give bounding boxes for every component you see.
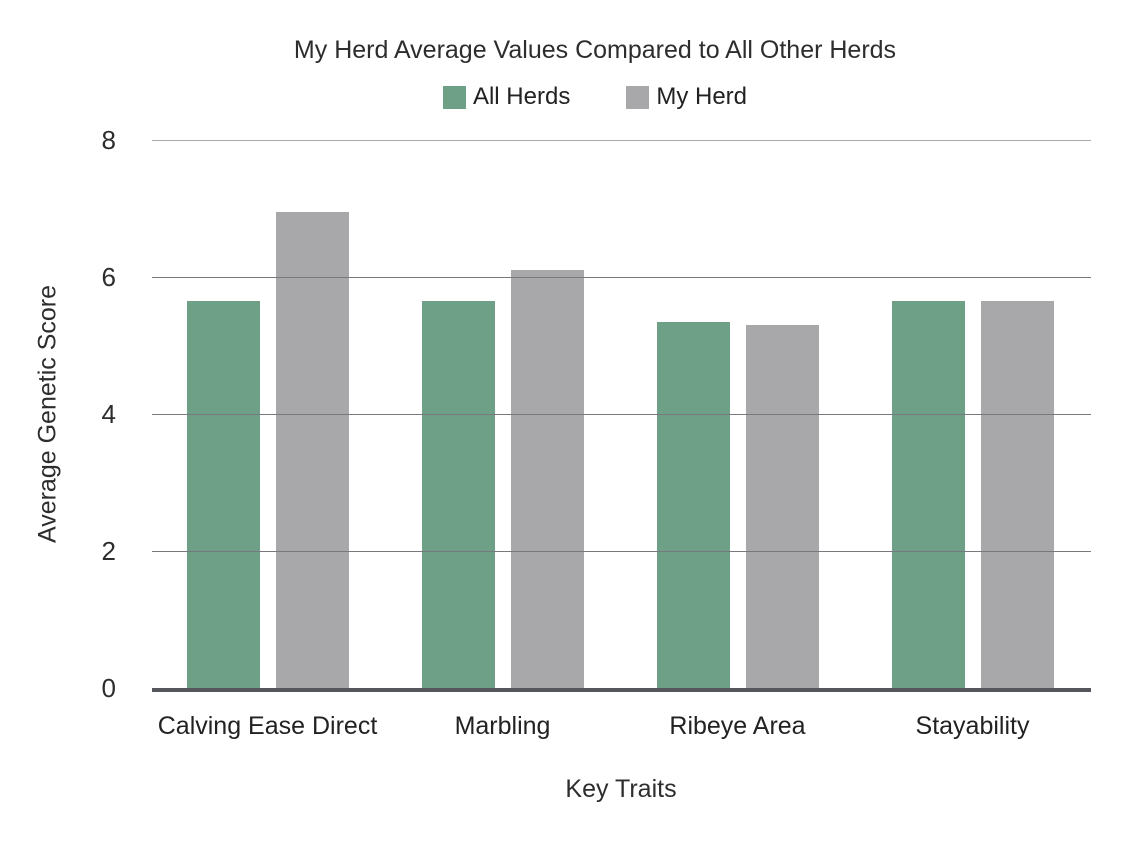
- x-label-ribeye-area: Ribeye Area: [669, 712, 806, 740]
- bar-all-herds-calving-ease-direct: [186, 300, 260, 688]
- y-tick-label: 8: [101, 125, 116, 155]
- legend-label: All Herds: [472, 83, 571, 110]
- y-tick-label: 4: [101, 399, 116, 429]
- x-label-calving-ease-direct: Calving Ease Direct: [157, 712, 378, 740]
- bar-all-herds-stayability: [891, 300, 965, 688]
- gridline-y-2: [152, 551, 1091, 552]
- bar-my-herd-marbling: [510, 270, 584, 688]
- bar-my-herd-calving-ease-direct: [275, 211, 349, 688]
- legend: All Herds My Herd: [50, 85, 1140, 109]
- legend-label: My Herd: [656, 83, 748, 110]
- chart-title: My Herd Average Values Compared to All O…: [293, 36, 897, 64]
- bar-all-herds-ribeye-area: [656, 321, 730, 688]
- x-label-stayability: Stayability: [915, 712, 1030, 740]
- plot-area: [152, 140, 1091, 692]
- y-tick-label: 6: [101, 262, 116, 292]
- bar-my-herd-stayability: [980, 300, 1054, 688]
- legend-item-my-herd: My Herd: [626, 85, 747, 109]
- y-axis-title: Average Genetic Score: [33, 284, 62, 544]
- gridline-y-6: [152, 277, 1091, 278]
- x-axis-title: Key Traits: [565, 775, 677, 803]
- gridline-y-8: [152, 140, 1091, 141]
- bar-all-herds-marbling: [421, 300, 495, 688]
- x-axis-baseline: [152, 688, 1091, 692]
- y-tick-label: 2: [101, 536, 116, 566]
- legend-swatch-my-herd: [626, 85, 650, 109]
- gridline-y-4: [152, 414, 1091, 415]
- x-label-marbling: Marbling: [454, 712, 551, 740]
- y-tick-label: 0: [101, 673, 116, 703]
- legend-swatch-all-herds: [442, 85, 466, 109]
- legend-item-all-herds: All Herds: [442, 83, 571, 110]
- bar-my-herd-ribeye-area: [745, 324, 819, 688]
